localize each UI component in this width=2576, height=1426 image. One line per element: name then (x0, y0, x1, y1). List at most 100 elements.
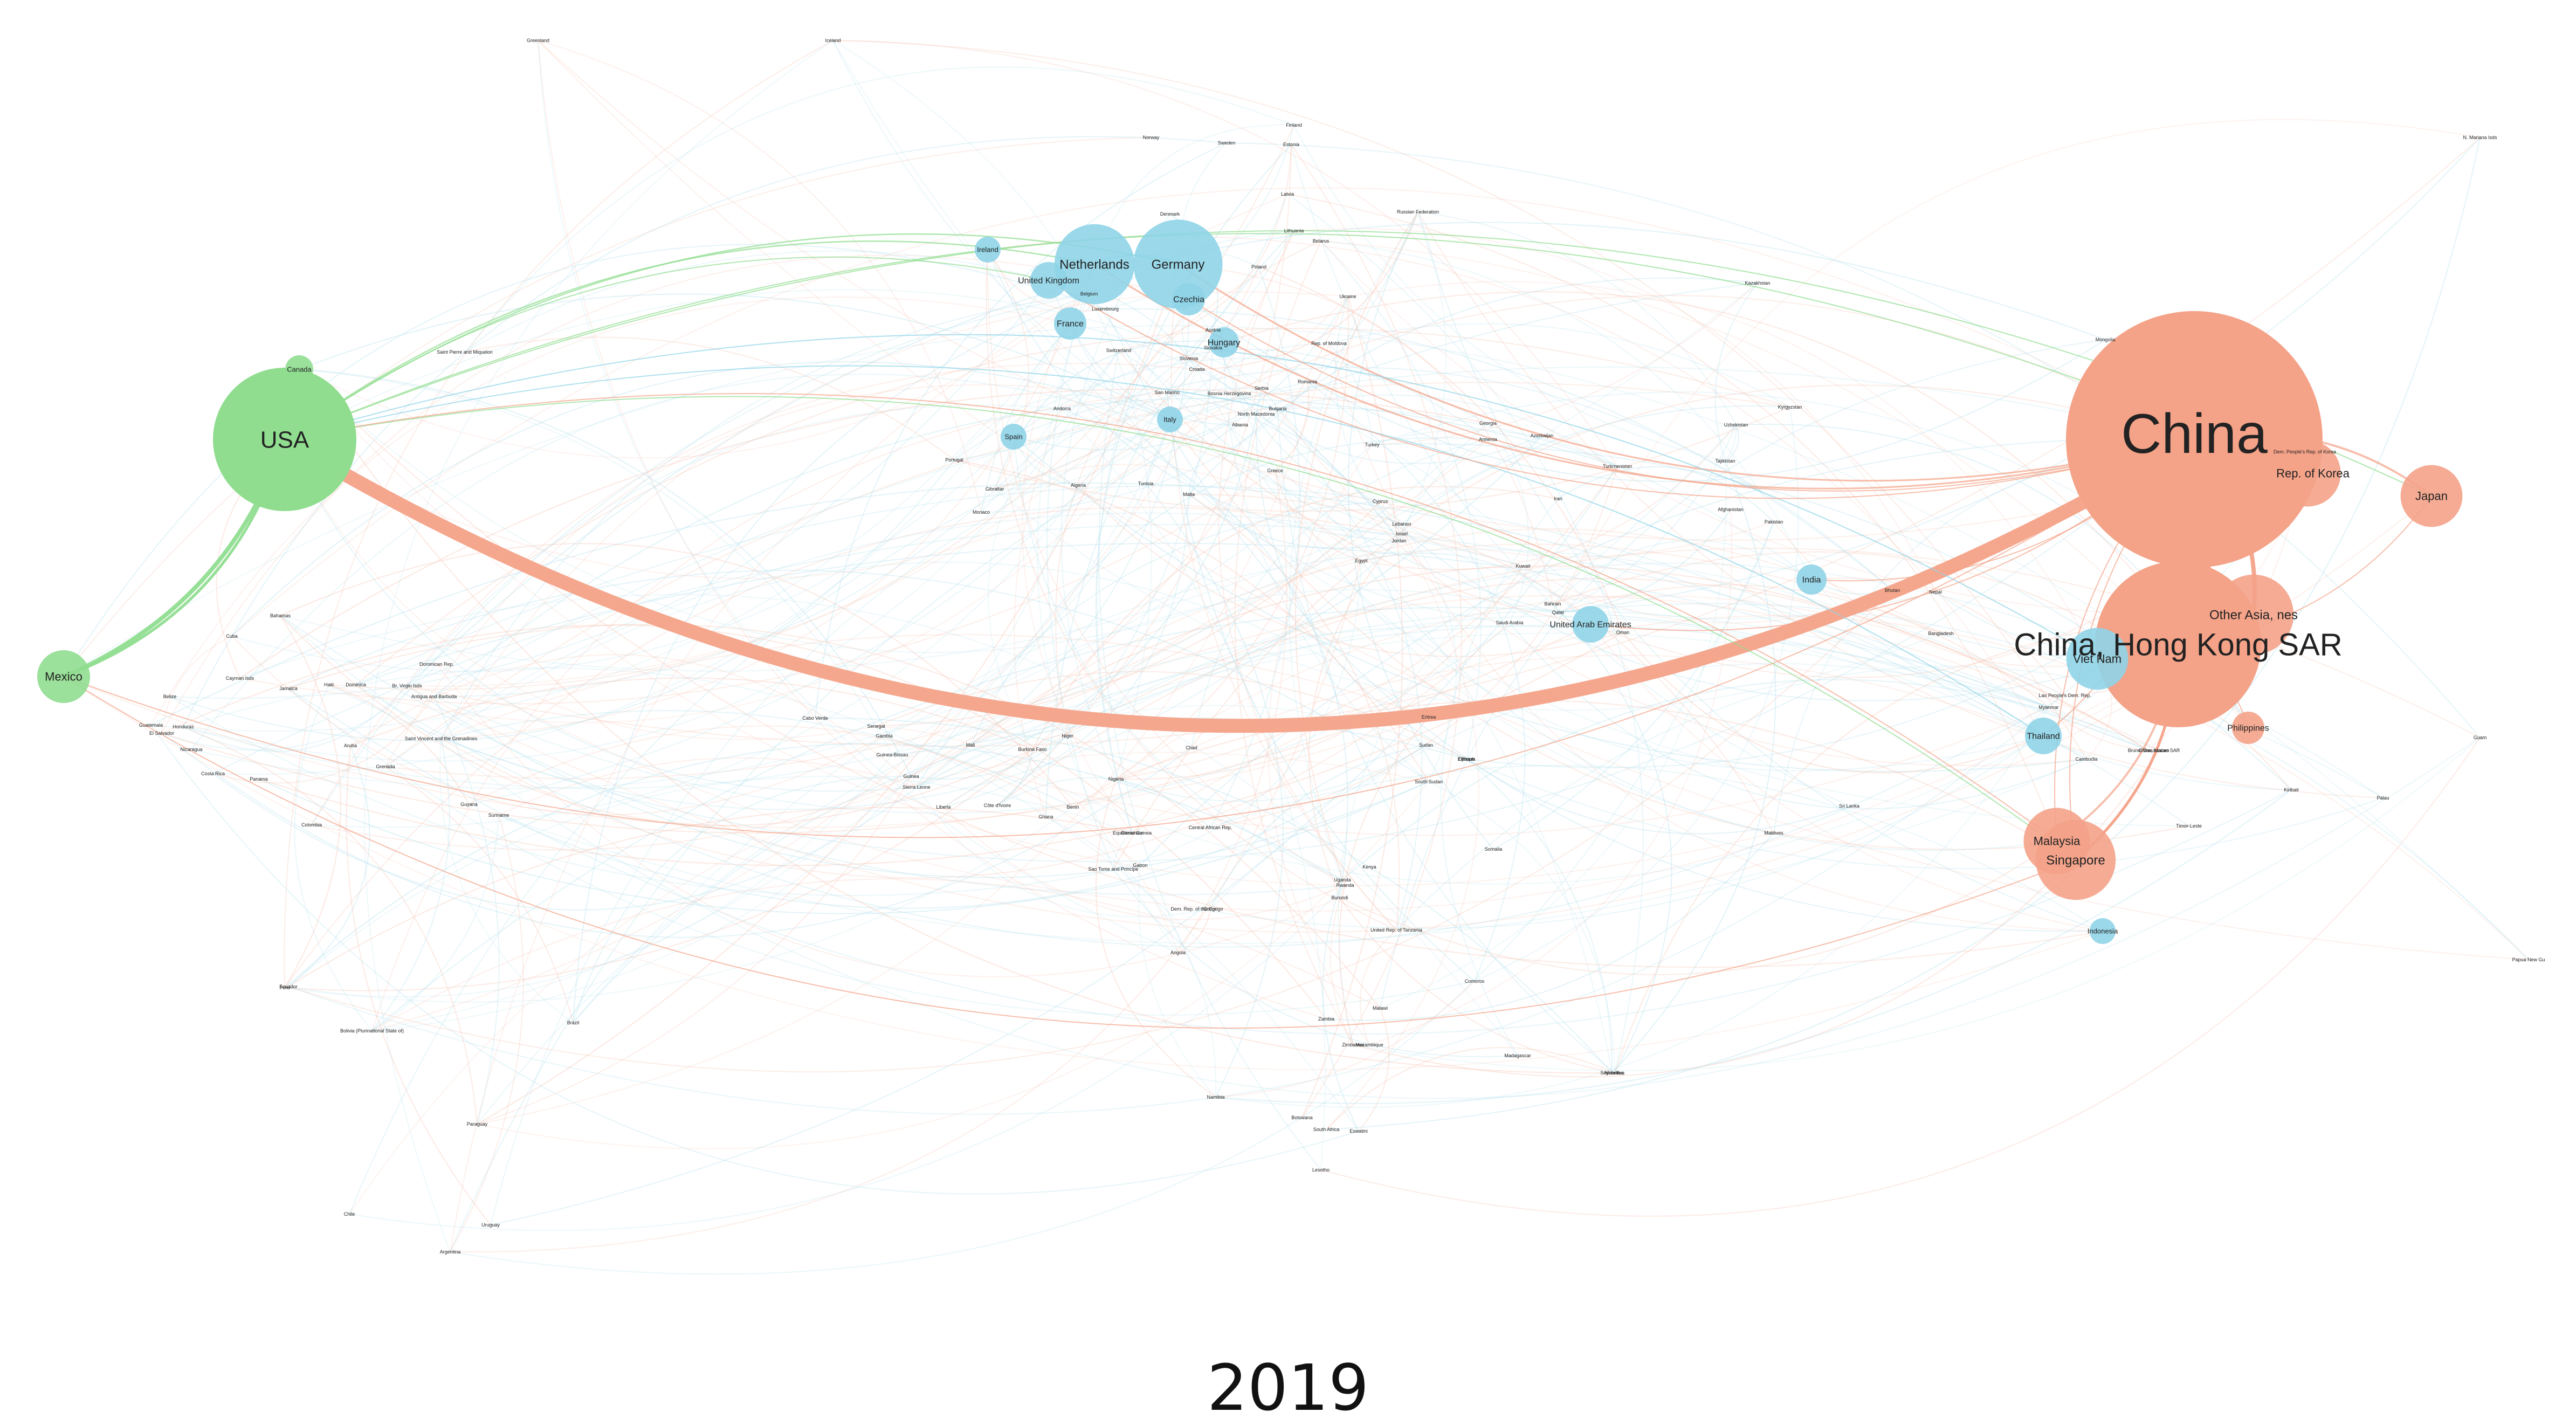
background-edge (1013, 436, 2087, 773)
label-norway: Norway (1143, 135, 1160, 140)
label-gabon: Gabon (1133, 863, 1147, 868)
node-germany[interactable] (1133, 219, 1223, 309)
label-namibia: Namibia (1207, 1094, 1224, 1100)
background-edge (1229, 295, 2195, 440)
background-edge (1287, 194, 2057, 842)
label-usa: USA (260, 426, 309, 453)
background-edge (439, 738, 574, 1023)
node-korea[interactable] (2274, 440, 2341, 507)
background-edge (1215, 707, 2049, 1108)
label-belize: Belize (163, 694, 177, 699)
background-edge (284, 507, 1524, 988)
background-edge (161, 664, 437, 751)
background-edge (477, 776, 912, 1125)
node-indonesia[interactable] (2090, 918, 2116, 944)
background-edge (987, 249, 1400, 541)
background-edge (1558, 466, 1774, 522)
background-edge (371, 369, 1197, 1031)
background-edge (350, 677, 1033, 750)
background-edge (311, 299, 1189, 828)
background-edge (63, 676, 2103, 1070)
label-zimbabwe: Zimbabwe (1342, 1042, 1365, 1048)
label-ireland: Ireland (977, 246, 998, 254)
label-chad: Chad (1186, 745, 1197, 750)
node-vietnam[interactable] (2066, 628, 2129, 690)
label-uruguay: Uruguay (481, 1222, 500, 1228)
background-edge (1293, 228, 1936, 593)
background-edge (1115, 595, 2065, 780)
background-edge (832, 40, 2189, 826)
node-hungary[interactable] (1209, 327, 1239, 357)
label-zambia: Zambia (1318, 1016, 1334, 1022)
background-edge (1291, 144, 1850, 807)
node-mexico[interactable] (37, 650, 90, 703)
node-japan[interactable] (2400, 465, 2463, 527)
edge-usa-singapore (284, 396, 2076, 860)
background-edge (284, 743, 1343, 988)
label-indonesia: Indonesia (2088, 927, 2118, 935)
background-edge (288, 590, 1893, 1073)
node-philippines[interactable] (2232, 712, 2264, 744)
background-edge (832, 40, 1618, 467)
node-oasia[interactable] (2213, 574, 2294, 655)
label-guinea: Guinea (903, 774, 919, 779)
node-usa[interactable] (213, 368, 356, 511)
background-edge (280, 615, 341, 988)
node-netherlands[interactable] (1054, 224, 1135, 305)
background-edge (1725, 424, 1739, 461)
node-thailand[interactable] (2025, 718, 2062, 754)
label-azerbaijan: Azerbaijan (1531, 433, 1554, 438)
background-edge (1188, 494, 1400, 549)
label-bvi: Br. Virgin Isds (392, 683, 422, 688)
node-india[interactable] (1796, 564, 1827, 595)
edge-china-uk (1048, 280, 2195, 499)
background-edge (954, 394, 1170, 460)
label-caboverde: Cabo Verde (802, 715, 828, 721)
label-sudan: Sudan (1419, 742, 1433, 748)
background-edge (1487, 423, 1529, 623)
background-edge (1213, 329, 1774, 833)
background-edge (876, 501, 1381, 727)
label-colombia: Colombia (301, 822, 322, 828)
background-edge (477, 781, 1429, 1149)
label-niger: Niger (1062, 733, 1073, 739)
background-edge (284, 289, 1623, 633)
background-edge (1188, 299, 1936, 619)
background-edge (150, 483, 2044, 736)
background-edge (464, 250, 1090, 353)
background-edge (1055, 240, 1321, 736)
label-botswana: Botswana (1291, 1115, 1313, 1120)
background-edge (450, 560, 1362, 1253)
node-ireland[interactable] (975, 237, 1001, 263)
background-edge (832, 40, 1402, 534)
label-svg: Saint Vincent and the Grenadines (405, 736, 478, 741)
background-edge (916, 501, 1381, 788)
label-png: Papua New Gu (2512, 957, 2545, 962)
node-canada[interactable] (285, 355, 313, 383)
node-uk[interactable] (1030, 262, 1067, 299)
background-edge (450, 815, 524, 1252)
node-czechia[interactable] (1173, 283, 1205, 315)
background-edge (371, 738, 450, 1031)
background-edge (1046, 264, 1114, 870)
background-edge (1105, 125, 1294, 309)
node-spain[interactable] (1001, 424, 1027, 450)
label-italy: Italy (1163, 416, 1176, 424)
label-japan: Japan (2415, 490, 2448, 503)
background-edge (994, 488, 1941, 711)
label-serbia: Serbia (1255, 385, 1269, 391)
background-edge (407, 685, 1429, 878)
label-monaco: Monaco (973, 509, 990, 515)
label-germany: Germany (1152, 257, 1205, 272)
background-edge (1261, 388, 2179, 701)
node-france[interactable] (1054, 307, 1086, 340)
background-edge (1417, 211, 2384, 798)
node-singapore[interactable] (2035, 819, 2116, 900)
background-edge (371, 230, 1294, 1031)
label-dominica: Dominica (346, 682, 366, 687)
background-edge (364, 40, 834, 1252)
node-china[interactable] (2066, 311, 2323, 568)
node-italy[interactable] (1157, 407, 1183, 432)
background-edge (538, 40, 2529, 960)
node-uae[interactable] (1572, 606, 1609, 643)
